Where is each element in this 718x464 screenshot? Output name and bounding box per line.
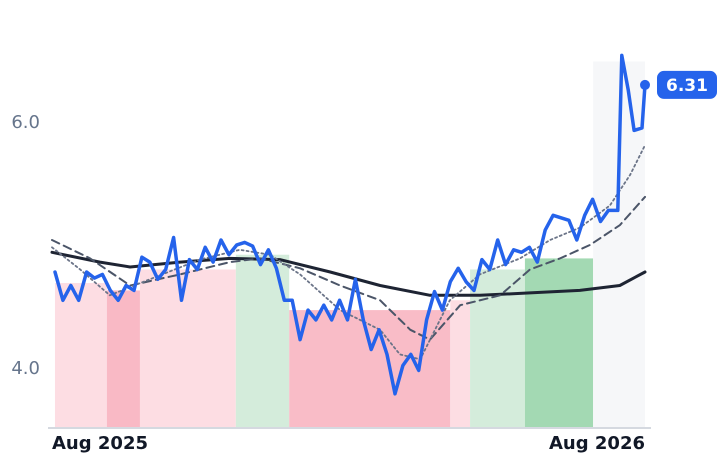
signal-band: [106, 290, 140, 427]
last-point: [640, 79, 650, 90]
series-line: [53, 53, 647, 396]
signal-band: [450, 300, 471, 427]
series-line: [51, 195, 646, 341]
y-tick-label: 4.0: [11, 358, 40, 379]
signal-band: [139, 269, 236, 427]
signal-band: [524, 258, 594, 427]
x-tick-label: Aug 2026: [549, 433, 645, 454]
x-tick-label: Aug 2025: [52, 433, 148, 454]
y-tick-label: 6.0: [11, 112, 40, 133]
value-badge: [657, 70, 717, 99]
signal-band: [54, 283, 107, 427]
value-badge-label: 6.31: [666, 76, 708, 96]
